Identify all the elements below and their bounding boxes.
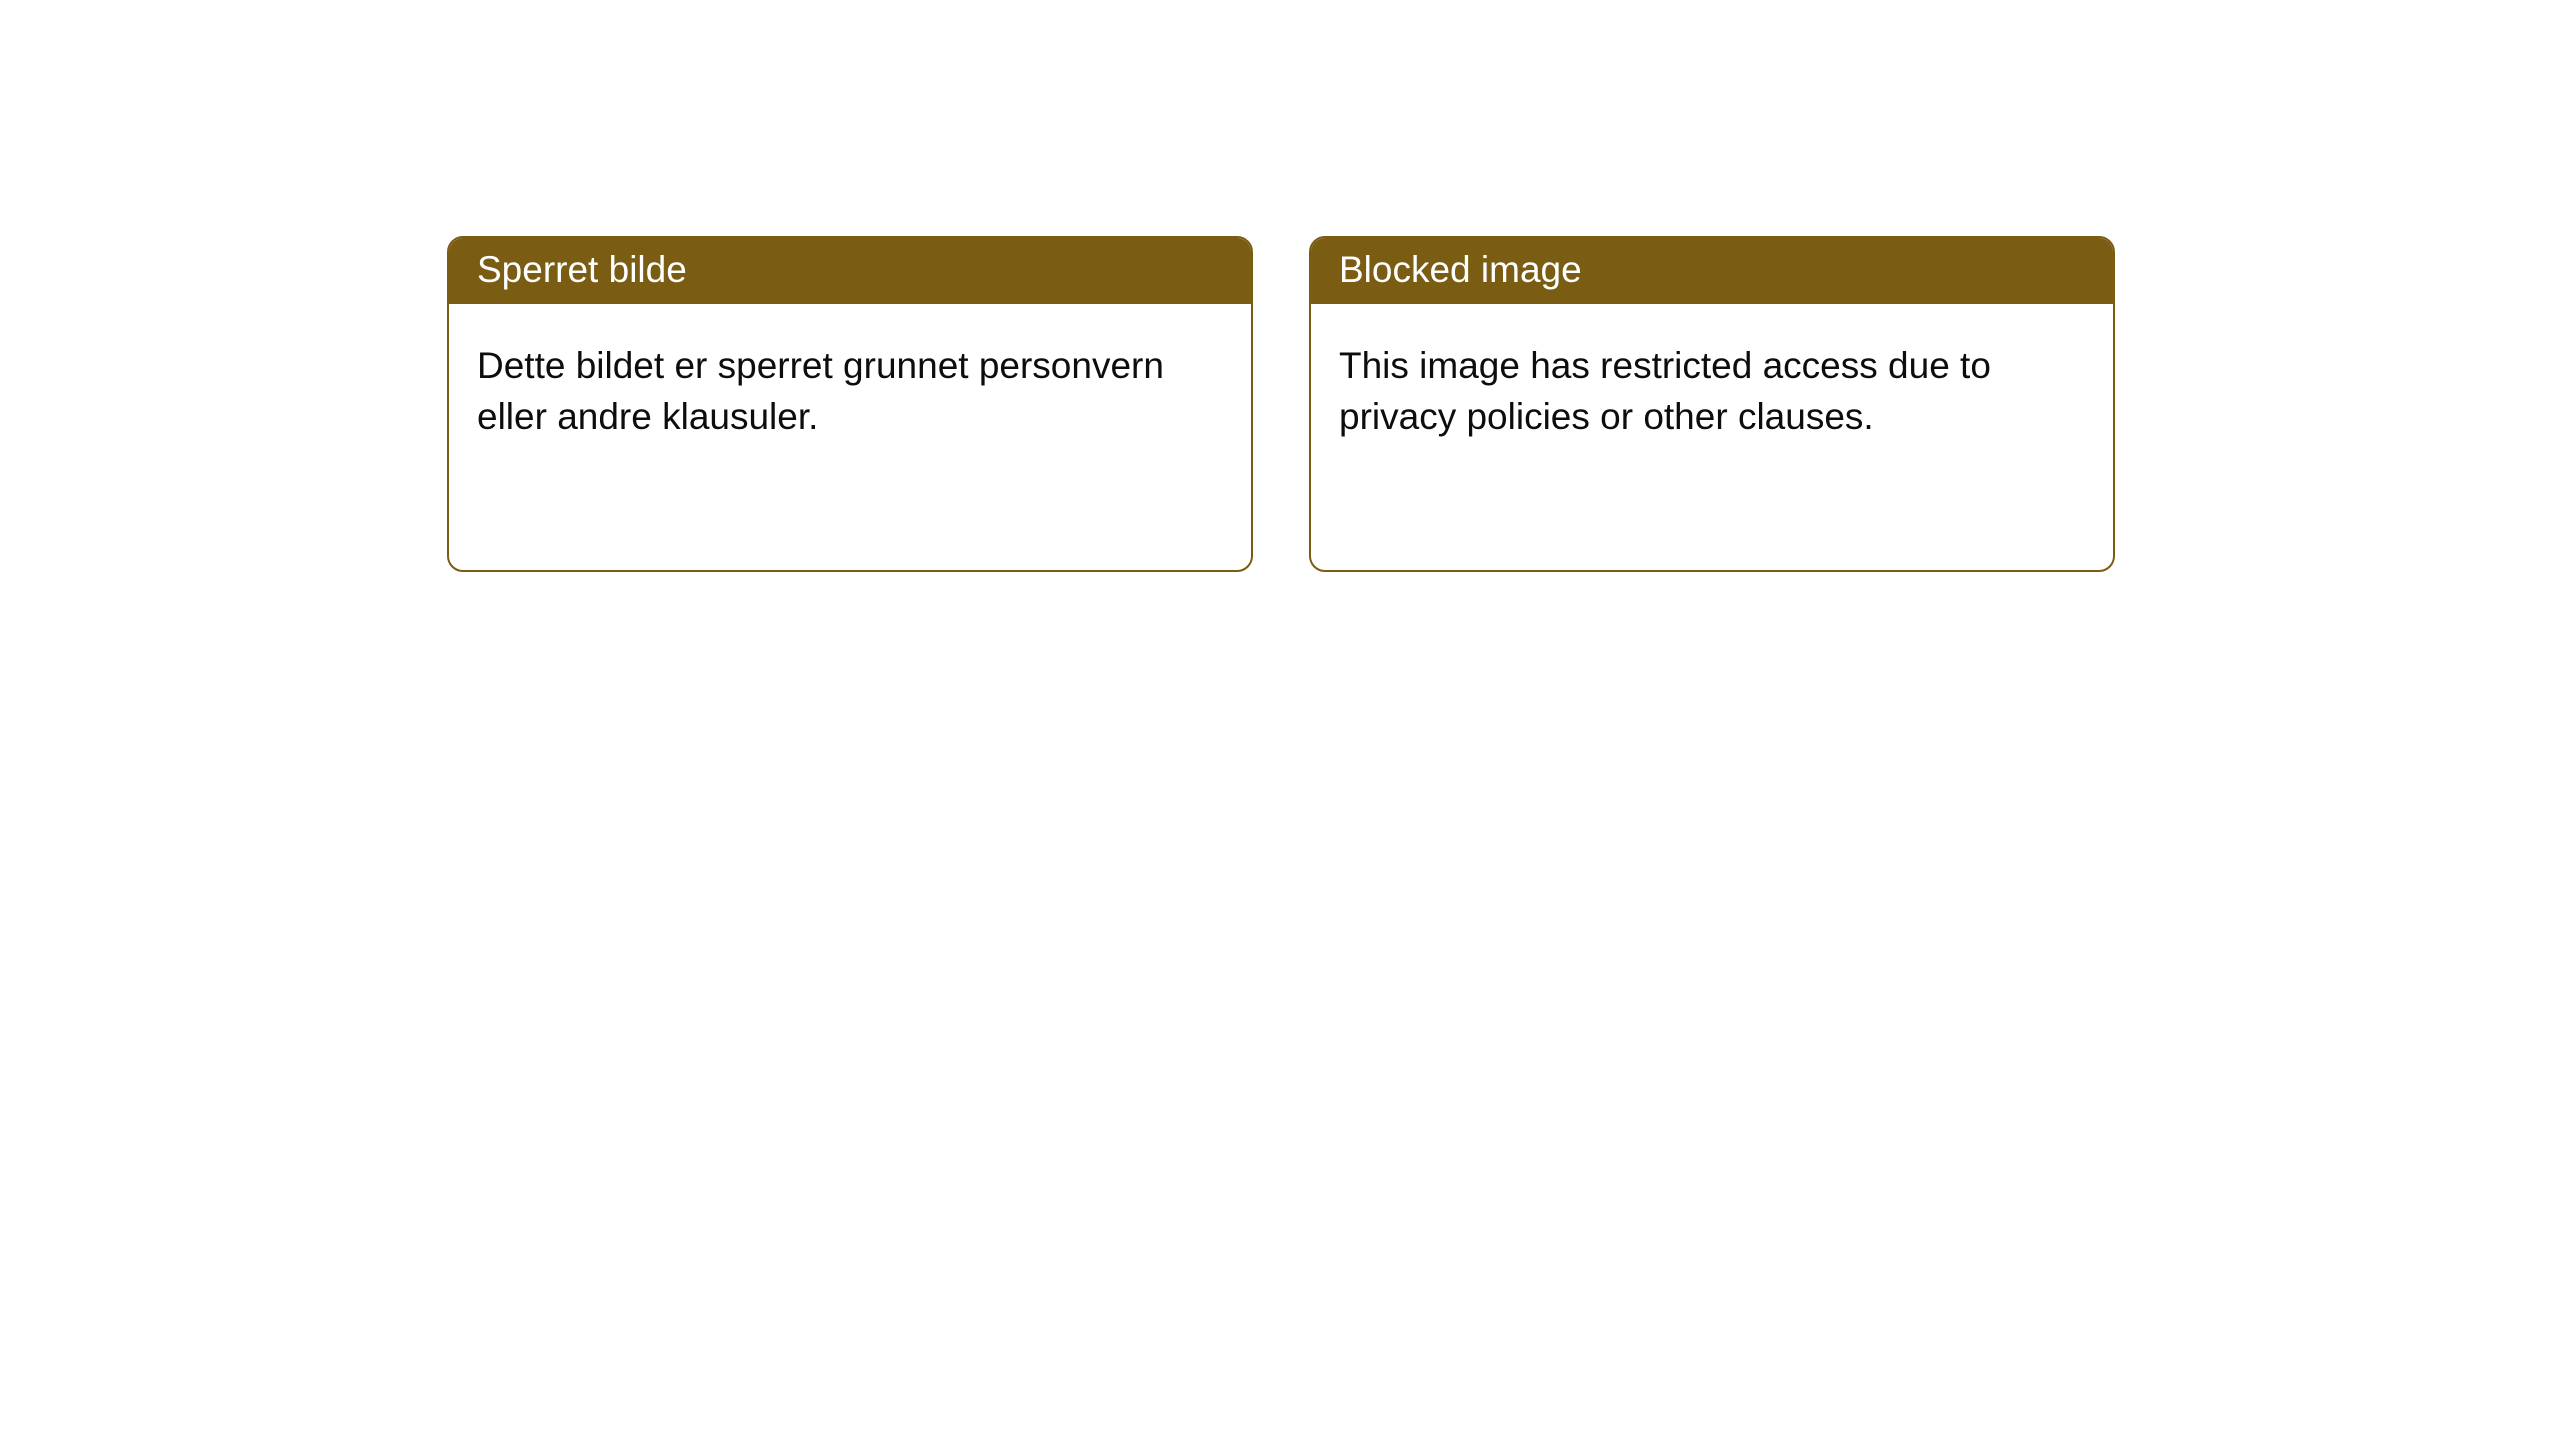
notice-cards-container: Sperret bilde Dette bildet er sperret gr…: [447, 236, 2115, 572]
card-title: Blocked image: [1311, 238, 2113, 304]
notice-card-norwegian: Sperret bilde Dette bildet er sperret gr…: [447, 236, 1253, 572]
notice-card-english: Blocked image This image has restricted …: [1309, 236, 2115, 572]
card-title: Sperret bilde: [449, 238, 1251, 304]
card-body-text: This image has restricted access due to …: [1311, 304, 2113, 470]
card-body-text: Dette bildet er sperret grunnet personve…: [449, 304, 1251, 470]
